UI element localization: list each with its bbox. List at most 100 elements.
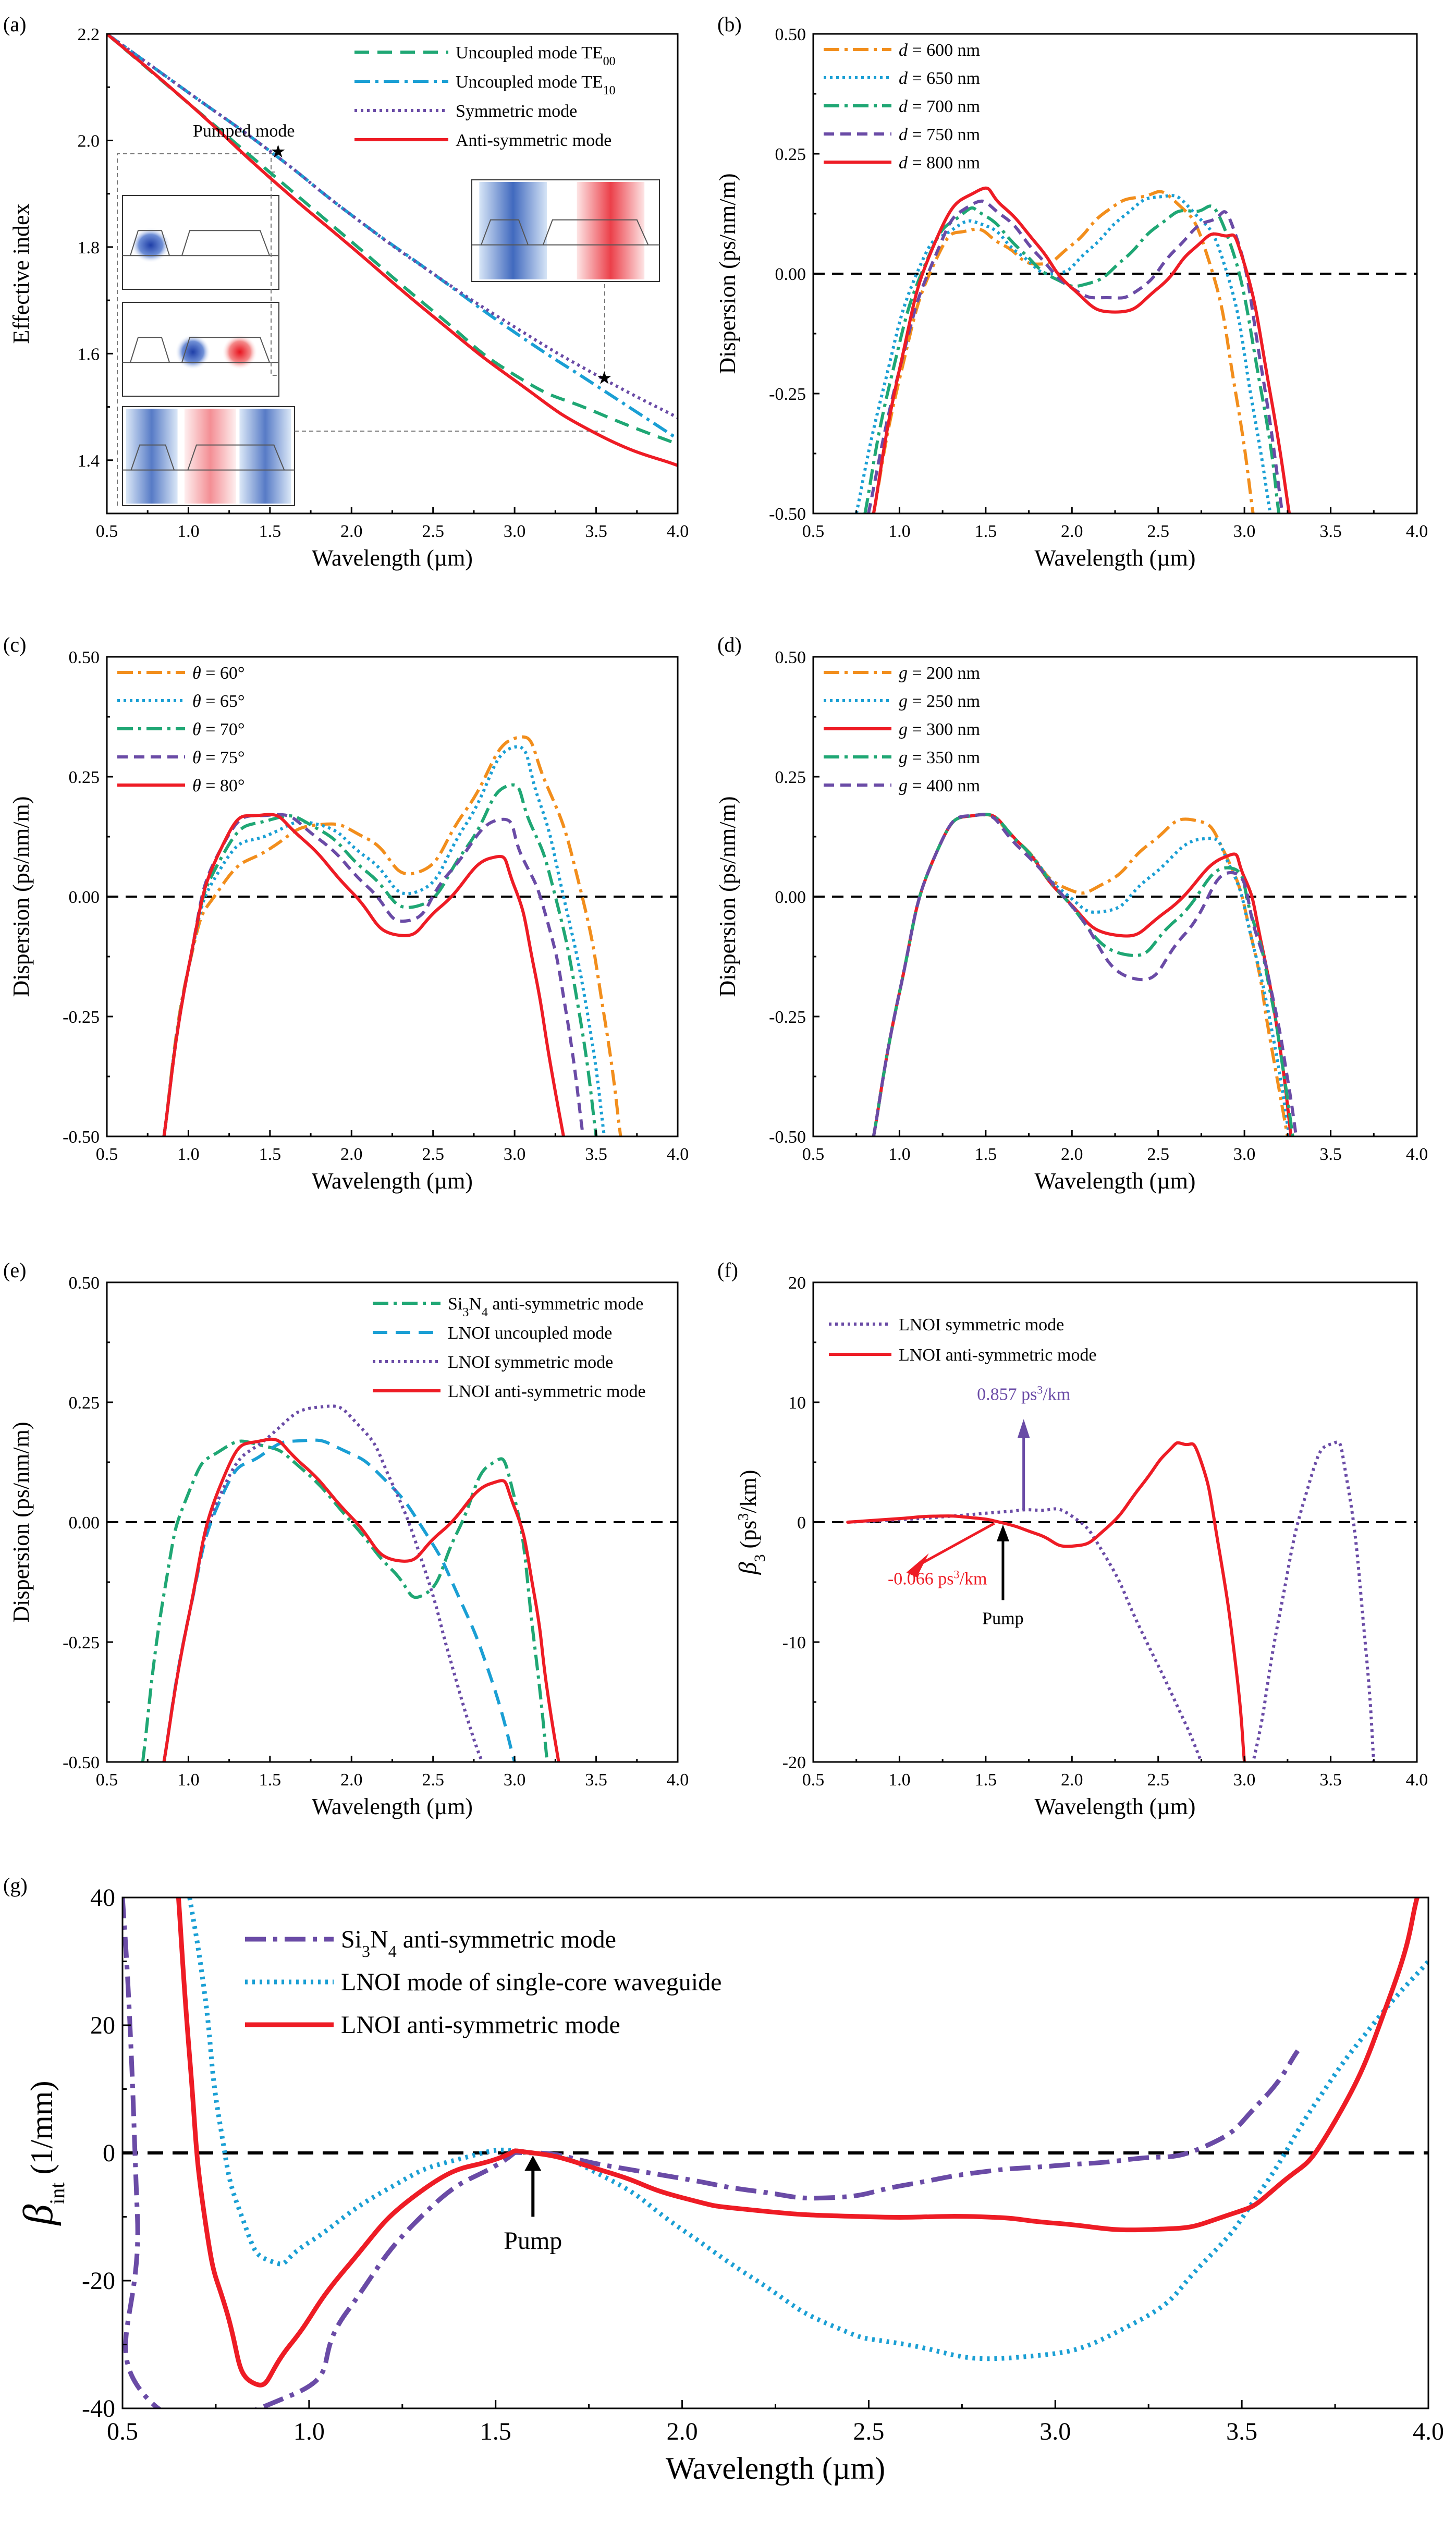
x-tick-label: 1.5 bbox=[259, 522, 282, 541]
x-tick-label: 2.0 bbox=[1061, 1145, 1083, 1164]
y-tick-label: 2.0 bbox=[78, 131, 100, 151]
y-tick-label: -20 bbox=[782, 1753, 806, 1772]
x-tick-label: 1.5 bbox=[259, 1770, 282, 1790]
legend-label-1: θ = 60° bbox=[192, 664, 244, 683]
y-tick-label: -10 bbox=[782, 1633, 806, 1652]
series-line-5 bbox=[162, 813, 565, 1136]
x-tick-label: 2.5 bbox=[1147, 1770, 1169, 1790]
x-tick-label: 2.0 bbox=[1061, 522, 1083, 541]
series-line-1 bbox=[872, 190, 1255, 513]
legend-label-3: g = 300 nm bbox=[899, 720, 980, 739]
legend-label-3: Symmetric mode bbox=[456, 102, 577, 121]
x-tick-label: 3.0 bbox=[1233, 1145, 1256, 1164]
core-outline bbox=[130, 337, 170, 363]
x-tick-label: 1.5 bbox=[259, 1145, 282, 1164]
y-tick-label: 0 bbox=[797, 1513, 806, 1533]
legend-label-2: Uncoupled mode TE10 bbox=[456, 72, 616, 97]
x-tick-label: 0.5 bbox=[802, 1145, 825, 1164]
y-axis-label: Dispersion (ps/nm/m) bbox=[715, 797, 740, 997]
series-line-2 bbox=[187, 1898, 1428, 2361]
star-marker: ★ bbox=[270, 142, 286, 162]
legend-label-1: Uncoupled mode TE00 bbox=[456, 43, 616, 68]
panel-label: (f) bbox=[717, 1258, 738, 1282]
core-outline bbox=[130, 444, 175, 470]
x-tick-label: 0.5 bbox=[107, 2418, 138, 2445]
legend: g = 200 nm g = 250 nm g = 300 nm g = 350 nm… bbox=[824, 664, 980, 795]
legend-label-4: Anti-symmetric mode bbox=[456, 131, 611, 150]
x-axis-label: Wavelength (µm) bbox=[312, 545, 473, 571]
panel-e: (e) 0.5 1.0 1.5 2.0 2.5 3.0 3.5 4.0 -0.50 -0.25 0.0… bbox=[3, 1258, 689, 1819]
x-tick-label: 3.5 bbox=[585, 1145, 607, 1164]
x-tick-label: 4.0 bbox=[1406, 1145, 1428, 1164]
anti-symmetric-value-arrow bbox=[919, 1522, 995, 1565]
y-tick-label: 0.50 bbox=[69, 1274, 100, 1293]
mode-profile-inset-anti bbox=[471, 179, 660, 282]
y-tick-label: 40 bbox=[90, 1884, 115, 1912]
series-line-4 bbox=[107, 34, 678, 467]
y-tick-label: -20 bbox=[82, 2267, 115, 2295]
y-tick-label: -40 bbox=[82, 2395, 115, 2422]
core-outline bbox=[481, 219, 529, 246]
field-lobe bbox=[239, 409, 291, 504]
panel-label: (a) bbox=[3, 13, 26, 36]
x-axis-label: Wavelength (µm) bbox=[666, 2451, 885, 2486]
legend-label-3: θ = 70° bbox=[192, 720, 244, 739]
legend-label-4: θ = 75° bbox=[192, 748, 244, 767]
x-tick-label: 0.5 bbox=[96, 522, 118, 541]
x-axis-label: Wavelength (µm) bbox=[312, 1794, 473, 1819]
y-tick-label: 0.50 bbox=[69, 648, 100, 667]
series-line-2 bbox=[854, 194, 1272, 513]
y-tick-label: 2.2 bbox=[78, 25, 100, 44]
legend-label-3: LNOI symmetric mode bbox=[448, 1353, 613, 1372]
legend: Si3N4 anti-symmetric mode LNOI mode of si… bbox=[245, 1926, 721, 2039]
x-axis-label: Wavelength (µm) bbox=[1035, 545, 1196, 571]
y-tick-label: 0.25 bbox=[775, 145, 806, 164]
x-axis-label: Wavelength (µm) bbox=[1035, 1794, 1196, 1819]
x-tick-label: 3.5 bbox=[1319, 522, 1342, 541]
y-tick-label: 20 bbox=[90, 2012, 115, 2039]
panel-label: (b) bbox=[717, 13, 742, 36]
legend-label-1: Si3N4 anti-symmetric mode bbox=[341, 1926, 616, 1961]
panel-label: (d) bbox=[717, 633, 742, 656]
series-layer bbox=[872, 813, 1298, 1136]
x-axis-label: Wavelength (µm) bbox=[1035, 1168, 1196, 1194]
x-tick-label: 1.5 bbox=[480, 2418, 511, 2445]
y-tick-label: 0.00 bbox=[775, 888, 806, 907]
x-tick-label: 2.5 bbox=[853, 2418, 884, 2445]
series-line-2 bbox=[162, 745, 606, 1136]
mode-profile-inset-te00 bbox=[122, 195, 279, 290]
series-line-5 bbox=[872, 813, 1298, 1136]
legend-label-2: θ = 65° bbox=[192, 692, 244, 711]
x-tick-label: 1.5 bbox=[975, 522, 997, 541]
x-tick-label: 1.0 bbox=[888, 1145, 911, 1164]
legend-label-2: d = 650 nm bbox=[899, 69, 980, 88]
series-layer bbox=[123, 1898, 1428, 2408]
x-tick-label: 1.0 bbox=[888, 1770, 911, 1790]
leader-line bbox=[117, 153, 276, 506]
panel-c: (c) 0.5 1.0 1.5 2.0 2.5 3.0 3.5 4.0 -0.50 -0.25 0.0… bbox=[3, 633, 689, 1194]
legend: θ = 60° θ = 65° θ = 70° θ = 75° θ = 80° bbox=[117, 664, 244, 795]
y-tick-label: 0.25 bbox=[69, 768, 100, 787]
x-tick-label: 0.5 bbox=[802, 1770, 825, 1790]
x-tick-label: 2.5 bbox=[422, 1770, 444, 1790]
series-line-3 bbox=[863, 204, 1281, 513]
x-tick-label: 4.0 bbox=[1413, 2418, 1444, 2445]
x-tick-label: 4.0 bbox=[1406, 1770, 1428, 1790]
series-layer bbox=[141, 1404, 560, 1762]
legend-label-1: LNOI symmetric mode bbox=[899, 1315, 1064, 1335]
panel-label: (c) bbox=[3, 633, 26, 656]
y-tick-label: -0.25 bbox=[769, 385, 806, 404]
pumped-mode-label: Pumped mode bbox=[193, 121, 295, 141]
panel-g: (g) 0.5 1.0 1.5 2.0 2.5 3.0 3.5 4.0 -40 -20 0 20 40 Wa… bbox=[3, 1874, 1444, 2486]
core-outline bbox=[130, 230, 170, 256]
x-tick-label: 0.5 bbox=[96, 1145, 118, 1164]
y-tick-label: -0.25 bbox=[63, 1633, 100, 1652]
series-line-3 bbox=[176, 1898, 1420, 2388]
x-tick-label: 1.5 bbox=[975, 1145, 997, 1164]
core-outline bbox=[187, 444, 285, 470]
x-tick-label: 2.0 bbox=[1061, 1770, 1083, 1790]
x-tick-label: 1.0 bbox=[888, 522, 911, 541]
x-tick-label: 2.0 bbox=[667, 2418, 698, 2445]
series-layer bbox=[107, 34, 678, 467]
series-line-4 bbox=[162, 1437, 560, 1762]
